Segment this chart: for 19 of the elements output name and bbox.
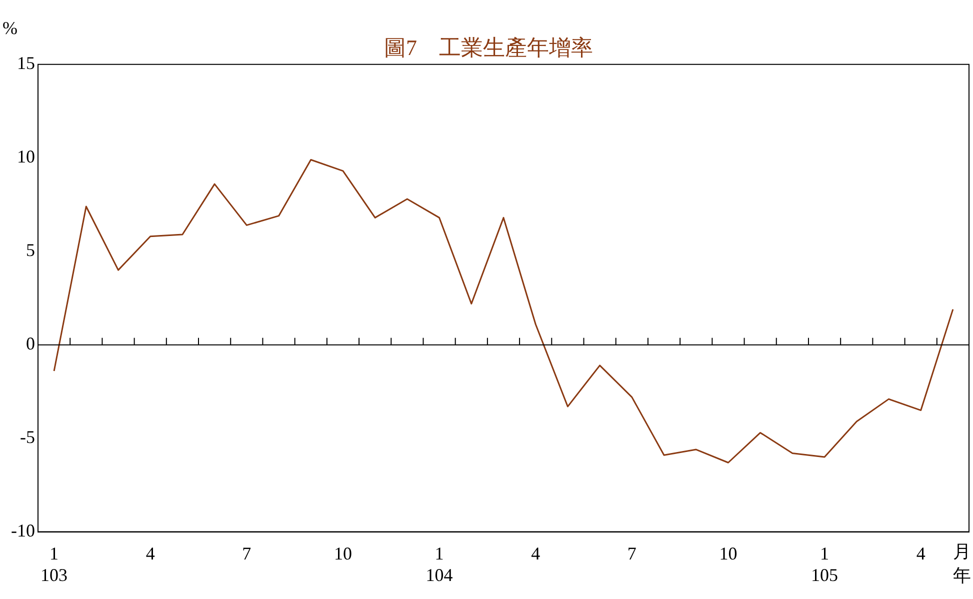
- x-tick-label: 1 103: [40, 543, 68, 585]
- y-axis-title: %: [2, 18, 18, 38]
- chart-title: 圖7 工業生產年增率: [384, 34, 593, 60]
- y-tick-label: -5: [20, 427, 35, 448]
- x-tick-label: 10: [334, 543, 352, 564]
- y-tick-label: -10: [10, 520, 35, 541]
- x-tick-label: 7: [627, 543, 636, 564]
- x-axis-title: 月年: [953, 542, 971, 586]
- x-tick-label: 4: [916, 543, 926, 564]
- y-tick-label: 0: [26, 334, 35, 354]
- x-tick-label: 4: [531, 543, 540, 564]
- x-tick-label: 7: [242, 543, 252, 564]
- x-tick-label: 10: [719, 543, 738, 564]
- y-tick-label: 5: [26, 240, 35, 260]
- y-tick-label: 10: [16, 146, 35, 167]
- x-tick-label: 1 104: [426, 543, 453, 585]
- y-tick-label: 15: [16, 53, 35, 74]
- x-tick-label: 4: [146, 543, 155, 564]
- x-tick-label: 1 105: [811, 543, 838, 585]
